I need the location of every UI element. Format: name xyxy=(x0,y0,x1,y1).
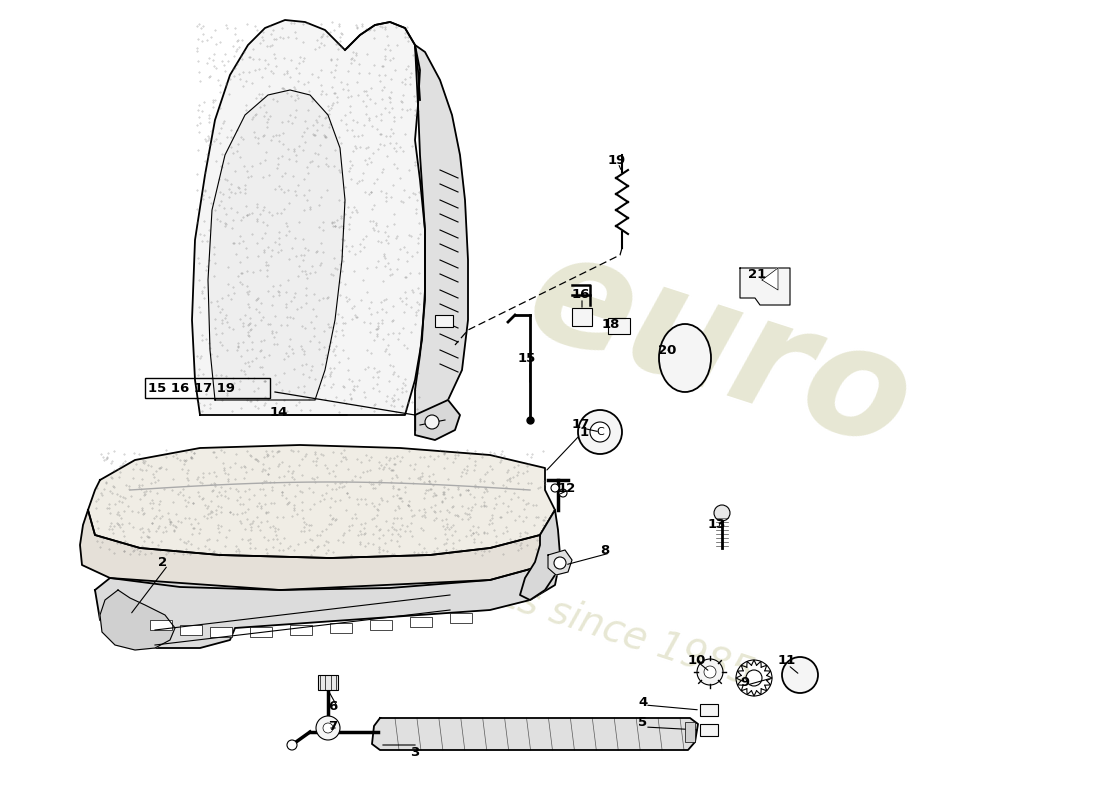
Polygon shape xyxy=(192,20,425,415)
Circle shape xyxy=(554,557,566,569)
Circle shape xyxy=(323,723,333,733)
Circle shape xyxy=(578,410,621,454)
Bar xyxy=(450,613,472,623)
Text: 2: 2 xyxy=(158,555,167,569)
Polygon shape xyxy=(740,268,790,305)
Polygon shape xyxy=(548,550,572,575)
Bar xyxy=(180,625,202,635)
Text: 12: 12 xyxy=(558,482,576,494)
Text: 18: 18 xyxy=(602,318,620,331)
Text: 21: 21 xyxy=(748,269,767,282)
Text: 14: 14 xyxy=(270,406,288,418)
Polygon shape xyxy=(208,90,345,400)
Text: 15: 15 xyxy=(518,351,537,365)
Polygon shape xyxy=(372,718,698,750)
Text: 9: 9 xyxy=(740,677,749,690)
Bar xyxy=(434,315,453,327)
Text: 17: 17 xyxy=(572,418,591,431)
Text: 8: 8 xyxy=(600,543,609,557)
Bar xyxy=(318,675,338,690)
Bar xyxy=(290,625,312,635)
Polygon shape xyxy=(762,268,778,290)
Text: 3: 3 xyxy=(410,746,419,758)
Text: 5: 5 xyxy=(638,715,647,729)
Text: 10: 10 xyxy=(688,654,706,666)
Bar xyxy=(700,724,718,736)
Text: 11: 11 xyxy=(778,654,796,666)
Text: 19: 19 xyxy=(608,154,626,166)
Circle shape xyxy=(559,489,566,497)
Text: 7: 7 xyxy=(328,719,337,733)
Polygon shape xyxy=(100,590,175,650)
Circle shape xyxy=(746,670,762,686)
Text: 20: 20 xyxy=(658,343,676,357)
Polygon shape xyxy=(415,400,460,440)
Bar xyxy=(210,627,232,637)
Text: euro: euro xyxy=(510,218,930,482)
Text: 16: 16 xyxy=(572,289,591,302)
Circle shape xyxy=(782,657,818,693)
Text: a parts since 1985: a parts since 1985 xyxy=(403,546,758,694)
Circle shape xyxy=(704,666,716,678)
Circle shape xyxy=(697,659,723,685)
Bar xyxy=(150,620,172,630)
Circle shape xyxy=(551,484,559,492)
Polygon shape xyxy=(88,445,556,558)
Text: 4: 4 xyxy=(638,695,647,709)
Circle shape xyxy=(316,716,340,740)
Circle shape xyxy=(590,422,610,442)
Bar xyxy=(572,308,592,326)
Text: 15 16 17 19: 15 16 17 19 xyxy=(148,382,235,394)
Polygon shape xyxy=(520,510,560,600)
Bar xyxy=(250,627,272,637)
Bar xyxy=(700,704,718,716)
Polygon shape xyxy=(95,555,558,648)
Bar xyxy=(608,318,630,334)
Ellipse shape xyxy=(659,324,711,392)
Polygon shape xyxy=(415,45,468,415)
Text: C: C xyxy=(596,427,604,437)
Text: 1: 1 xyxy=(580,426,590,438)
Polygon shape xyxy=(80,510,556,590)
Text: 6: 6 xyxy=(328,699,338,713)
Bar xyxy=(685,722,695,742)
Circle shape xyxy=(287,740,297,750)
Bar xyxy=(410,617,432,627)
Text: 13: 13 xyxy=(708,518,726,531)
Bar xyxy=(370,620,392,630)
Circle shape xyxy=(425,415,439,429)
Circle shape xyxy=(714,505,730,521)
Bar xyxy=(145,378,270,398)
Bar xyxy=(330,623,352,633)
